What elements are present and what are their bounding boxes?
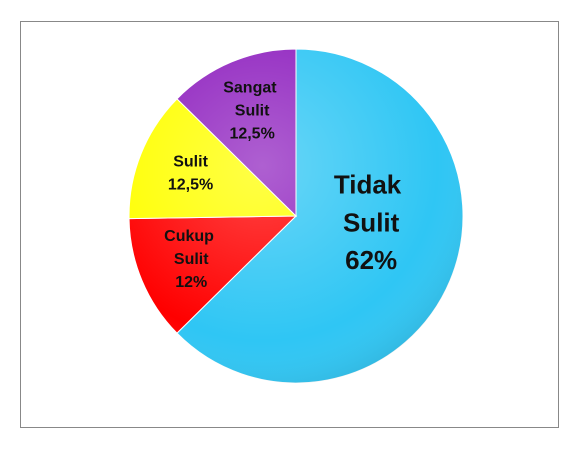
slice-label: Cukup Sulit xyxy=(164,228,218,268)
value-label: 12,5% xyxy=(229,125,274,142)
slice-label: Tidak Sulit xyxy=(334,169,409,237)
slice-label: Sulit xyxy=(173,154,208,171)
value-label: 12% xyxy=(175,274,207,291)
value-label: 62% xyxy=(345,245,397,275)
slice-label: Sangat Sulit xyxy=(223,79,281,119)
value-label: 12,5% xyxy=(168,177,213,194)
